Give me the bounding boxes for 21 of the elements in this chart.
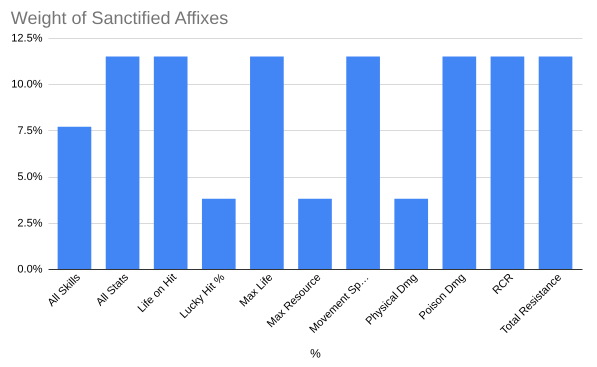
x-tick-label: Max Life [237, 272, 276, 310]
y-tick-label: 2.5% [17, 217, 43, 230]
y-tick-label: 10.0% [11, 78, 43, 91]
bar [442, 56, 476, 269]
y-tick-label: 5.0% [17, 171, 43, 184]
x-tick-label: Life on Hit [136, 272, 180, 316]
bar [394, 198, 428, 269]
bar [346, 56, 380, 269]
y-tick-label: 0.0% [17, 264, 43, 276]
chart-title: Weight of Sanctified Affixes [10, 8, 228, 28]
bar [538, 56, 572, 269]
bar [250, 56, 284, 269]
y-tick-label: 12.5% [11, 32, 43, 44]
bar [202, 198, 236, 269]
bar [58, 126, 92, 269]
bar [106, 56, 140, 269]
bar [298, 198, 332, 269]
x-axis-title: % [310, 346, 322, 360]
bar [490, 56, 524, 269]
bar [154, 56, 188, 269]
y-tick-label: 7.5% [17, 124, 43, 137]
